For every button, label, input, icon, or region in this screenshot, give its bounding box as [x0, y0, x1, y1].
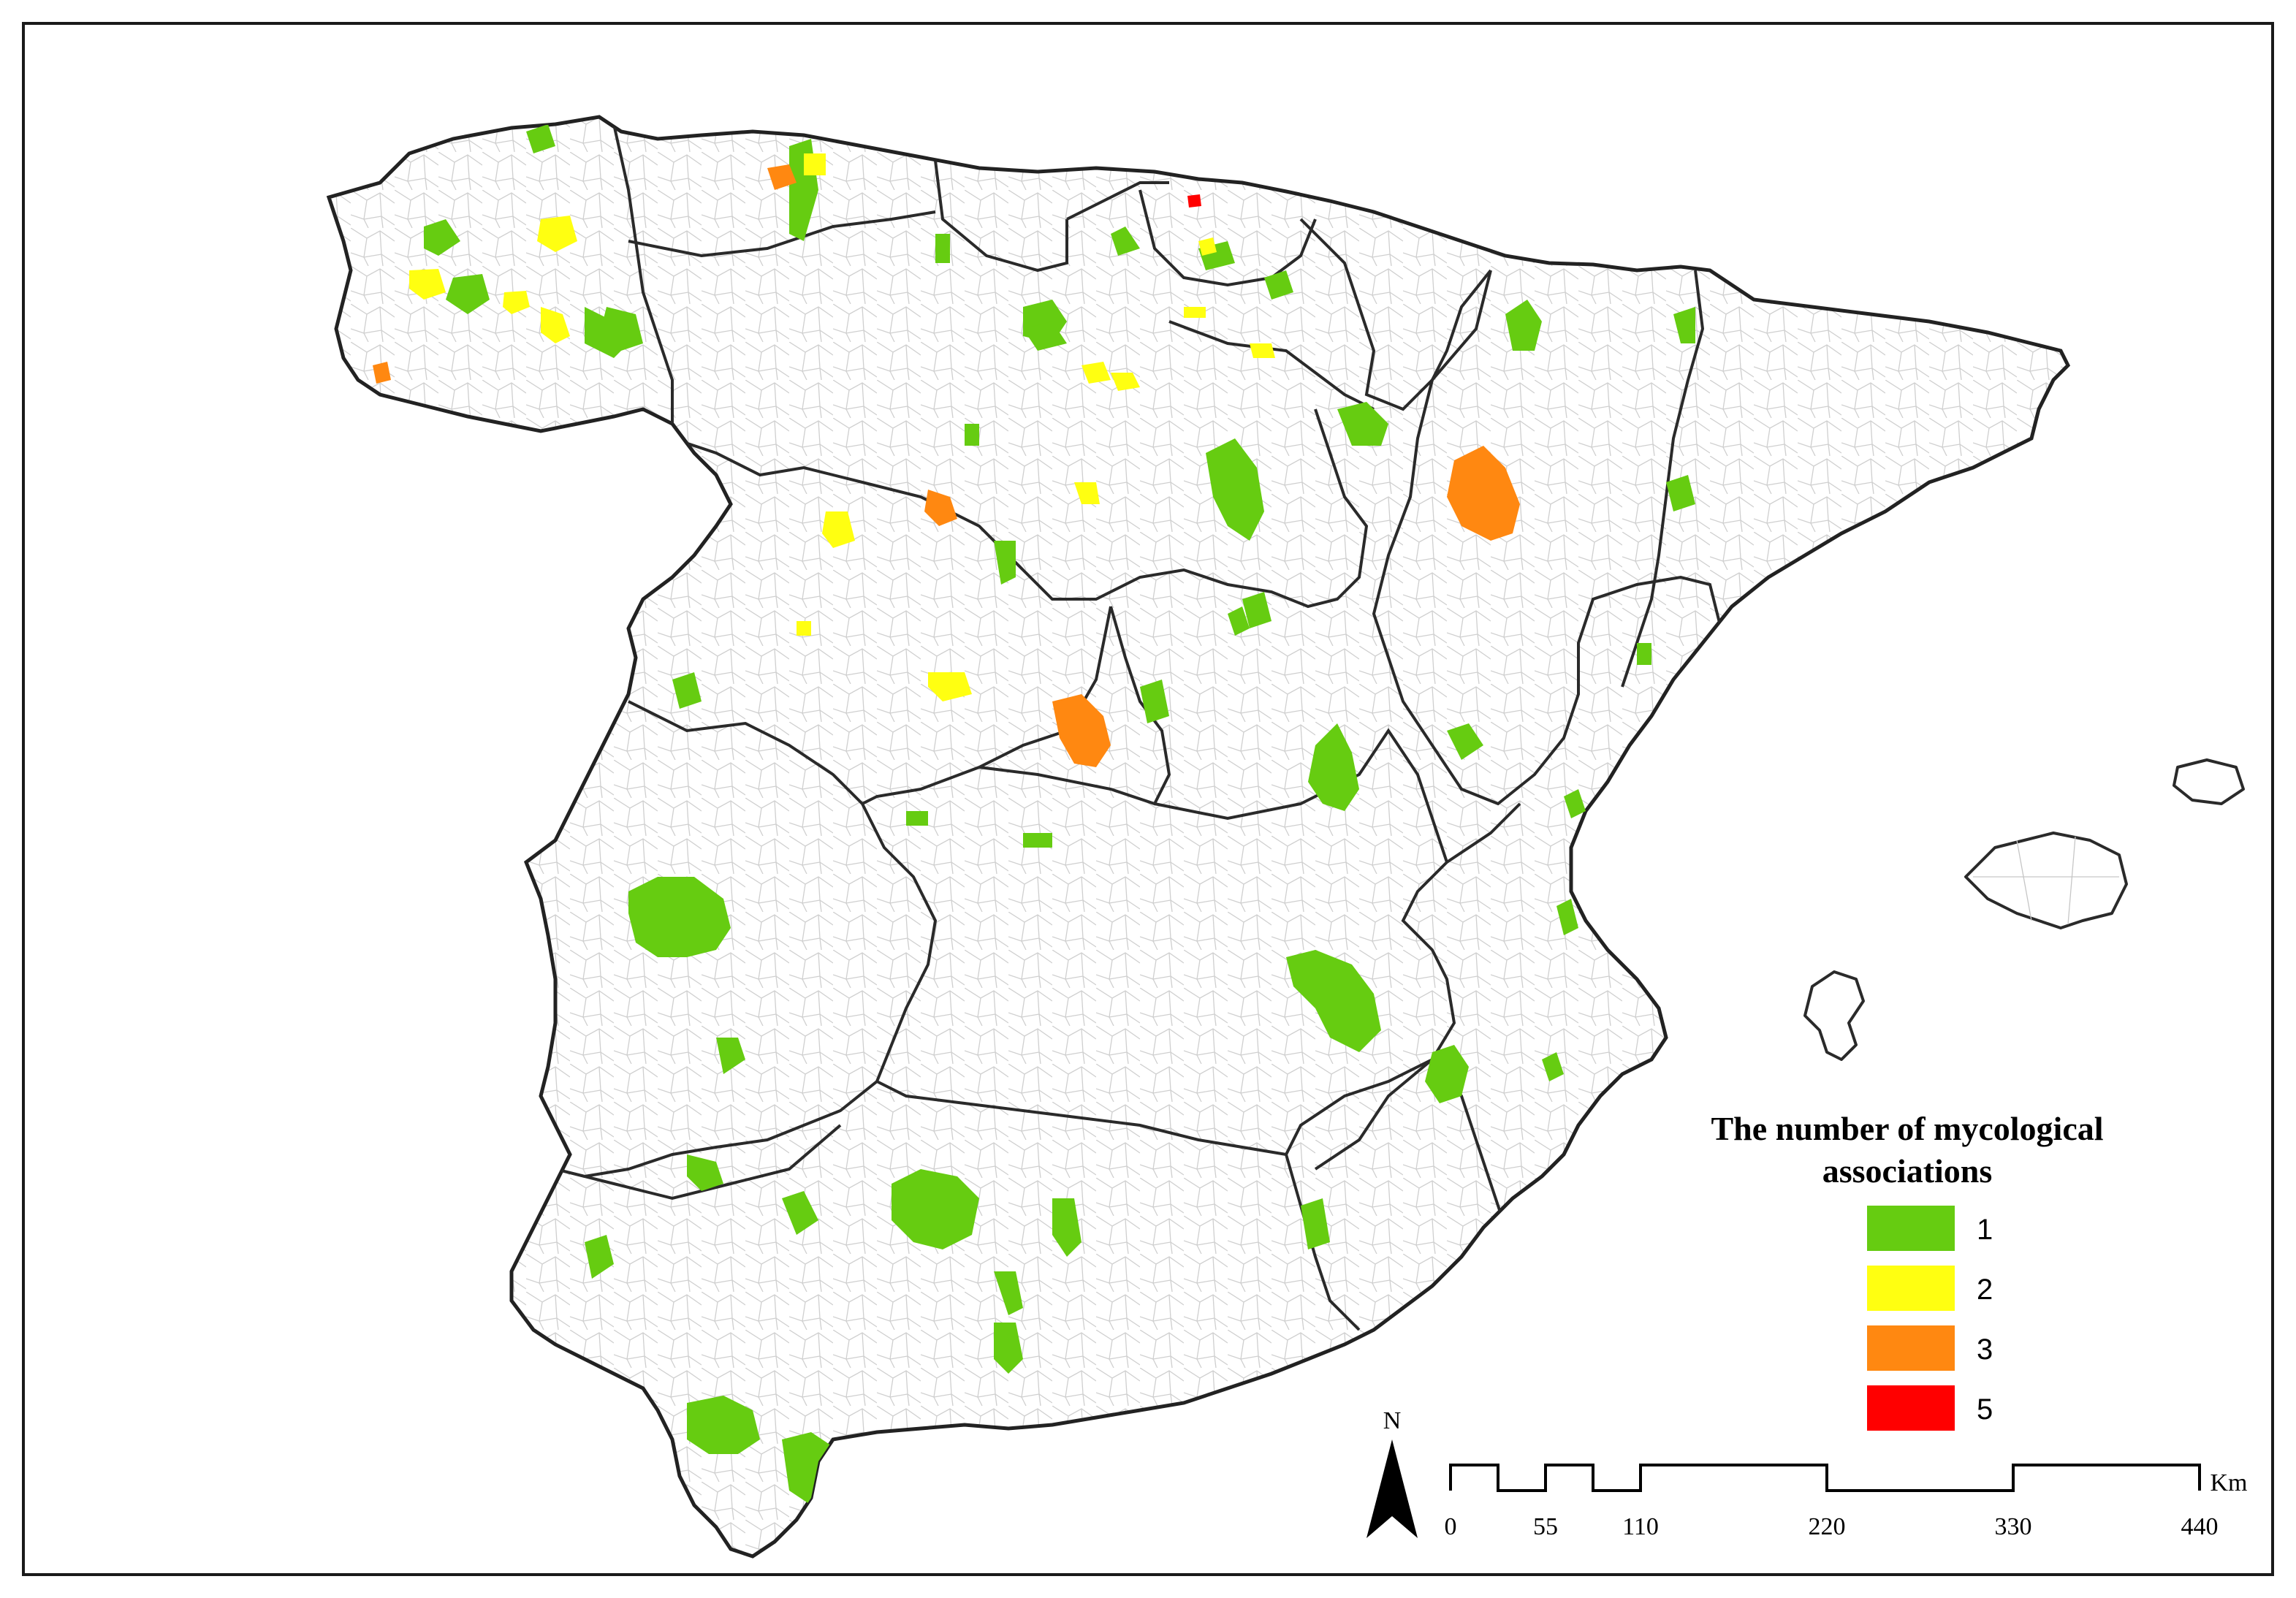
north-arrow: N	[1366, 1407, 1418, 1538]
community-boundaries	[555, 123, 1748, 1331]
scale-unit: Km	[2211, 1469, 2248, 1496]
legend-swatch-3	[1867, 1325, 1955, 1371]
fill-class-1	[424, 124, 1695, 1505]
scale-bar: 0 55 110 220 330 440 Km	[1445, 1464, 2248, 1540]
scale-tick-label: 220	[1809, 1513, 1846, 1540]
legend-label-2: 2	[1977, 1274, 1993, 1306]
fill-class-5	[1187, 194, 1201, 208]
legend-swatch-5	[1867, 1385, 1955, 1431]
scale-bar-line	[1449, 1464, 2201, 1492]
legend-label-1: 1	[1977, 1214, 1993, 1246]
scale-tick-label: 55	[1533, 1513, 1558, 1540]
scale-tick-label: 440	[2181, 1513, 2219, 1540]
balearic-islands	[1803, 758, 2245, 1061]
legend-swatch-1	[1867, 1206, 1955, 1251]
north-arrow-icon	[1366, 1439, 1418, 1538]
fill-class-2	[409, 153, 1926, 701]
scale-tick-label: 0	[1445, 1513, 1457, 1540]
legend-label-3: 3	[1977, 1333, 1993, 1366]
scale-tick-label: 110	[1622, 1513, 1659, 1540]
legend-title-line1: The number of mycological	[1711, 1110, 2103, 1147]
north-label: N	[1383, 1407, 1402, 1434]
municipality-fills	[373, 124, 1926, 1505]
legend-title-line2: associations	[1822, 1152, 1993, 1190]
legend-label-5: 5	[1977, 1393, 1993, 1426]
legend-swatch-2	[1867, 1266, 1955, 1311]
scale-tick-label: 330	[1995, 1513, 2032, 1540]
fill-class-3	[373, 164, 1520, 767]
legend: The number of mycological associations 1…	[1711, 1110, 2104, 1431]
